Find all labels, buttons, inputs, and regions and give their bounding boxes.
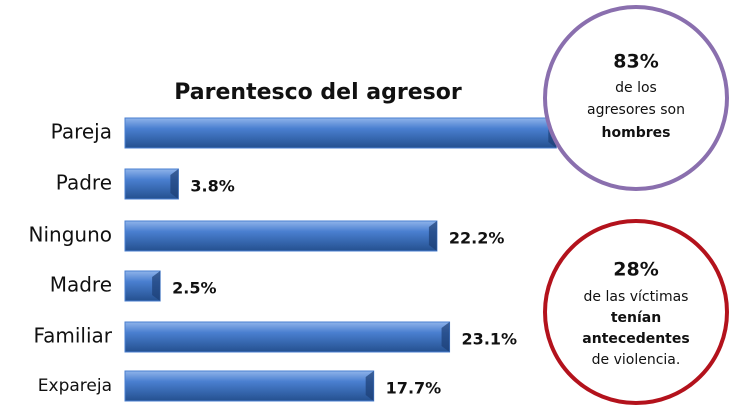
category-label: Madre	[50, 273, 112, 297]
callout-circle	[543, 5, 729, 191]
category-label: Ninguno	[29, 223, 112, 247]
chart-title: Parentesco del agresor	[174, 80, 462, 105]
bar	[124, 168, 179, 200]
bar-bevel	[441, 322, 450, 352]
bar-bevel	[428, 221, 437, 251]
callout-text: tenían	[611, 310, 661, 326]
value-label: 22.2%	[449, 229, 505, 248]
callout-text: 83%	[613, 51, 658, 73]
bar	[124, 220, 438, 252]
bar-bevel	[152, 271, 161, 301]
bar-bevel	[170, 169, 179, 199]
callout-circle	[543, 219, 729, 405]
callout-text: hombres	[602, 125, 671, 141]
category-label: Pareja	[51, 120, 112, 144]
callout-text: 28%	[613, 259, 658, 281]
callout-text: de violencia.	[592, 352, 681, 368]
bar	[124, 117, 557, 149]
callout-text: antecedentes	[582, 331, 689, 347]
category-label: Familiar	[33, 324, 112, 348]
value-label: 2.5%	[172, 279, 216, 298]
bar	[124, 370, 375, 402]
bar	[124, 321, 451, 353]
value-label: 23.1%	[462, 330, 518, 349]
callout-text: agresores son	[587, 102, 685, 118]
category-label: Padre	[56, 171, 112, 195]
callout-text: de las víctimas	[584, 289, 689, 305]
value-label: 3.8%	[190, 177, 234, 196]
category-label: Expareja	[38, 376, 112, 396]
callout-text: de los	[615, 80, 657, 96]
value-label: 17.7%	[386, 379, 442, 398]
bar-bevel	[365, 371, 374, 401]
